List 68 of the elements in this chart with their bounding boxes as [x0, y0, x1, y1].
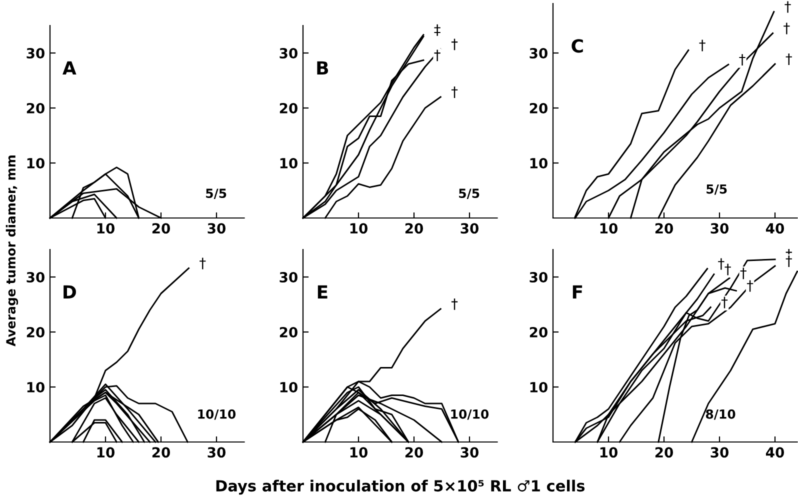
y-tick-label: 30 — [280, 48, 298, 58]
annotation: † — [451, 38, 458, 50]
text: F — [572, 285, 582, 298]
annotation: † — [784, 1, 791, 13]
y-tick-label: 10 — [280, 382, 298, 392]
text: A — [62, 61, 76, 74]
y-tick-label: 30 — [280, 272, 298, 282]
annotation: ‡ — [434, 24, 440, 36]
x-tick-label: 10 — [97, 447, 114, 458]
x-tick-label: 30 — [208, 223, 226, 234]
y-tick-label: 30 — [530, 48, 548, 58]
x-tick-label: 10 — [600, 223, 618, 234]
x-tick-label: 30 — [710, 223, 728, 234]
annotation: † — [699, 40, 706, 52]
annotation: 10/10 — [198, 409, 236, 420]
annotation: 5/5 — [206, 188, 226, 200]
y-axis-title: Average tumor diamer, mm — [6, 156, 18, 346]
annotation: † — [451, 86, 458, 98]
x-tick-label: 10 — [350, 223, 368, 234]
y-tick-label: 10 — [530, 382, 548, 392]
annotation: † — [200, 258, 206, 270]
text: D — [64, 285, 76, 298]
x-tick-label: 20 — [405, 447, 423, 458]
x-tick-label: 20 — [655, 447, 673, 458]
annotation: 5/5 — [459, 188, 480, 200]
y-tick-label: 20 — [26, 326, 44, 338]
y-tick-label: 20 — [280, 326, 298, 338]
annotation: 10/10 — [451, 409, 489, 420]
text: E — [318, 285, 328, 298]
annotation: † — [724, 264, 731, 276]
x-tick-label: 10 — [600, 447, 618, 458]
y-tick-label: 30 — [26, 48, 44, 58]
x-tick-label: 40 — [766, 223, 784, 234]
text: C — [572, 39, 583, 53]
annotation: † — [739, 54, 746, 66]
annotation: † — [786, 54, 792, 66]
y-tick-label: 10 — [530, 158, 548, 168]
annotation: † — [721, 296, 728, 308]
x-tick-label: 40 — [766, 447, 784, 458]
x-tick-label: 30 — [460, 447, 478, 458]
annotation: 5/5 — [706, 184, 727, 195]
x-tick-label: 10 — [350, 447, 368, 458]
y-tick-label: 20 — [26, 102, 44, 114]
y-tick-label: 10 — [27, 158, 44, 168]
annotation: † — [718, 258, 724, 270]
text: B — [317, 61, 328, 74]
x-tick-label: 30 — [460, 223, 478, 234]
x-tick-label: 20 — [405, 223, 423, 234]
x-tick-label: 20 — [152, 223, 170, 234]
annotation: 8/10 — [706, 409, 736, 420]
y-tick-label: 20 — [280, 102, 298, 114]
x-tick-label: 30 — [710, 447, 728, 458]
annotation: † — [434, 50, 440, 62]
x-tick-label: 20 — [655, 223, 673, 234]
y-tick-label: 10 — [27, 382, 44, 392]
y-tick-label: 10 — [280, 158, 298, 168]
y-tick-label: 20 — [530, 326, 548, 338]
y-tick-label: 30 — [530, 272, 548, 282]
annotation: † — [740, 268, 746, 280]
x-tick-label: 20 — [152, 447, 170, 458]
x-tick-label: 10 — [97, 223, 114, 234]
annotation: † — [451, 298, 458, 310]
x-axis-title: Days after inoculation of 5×10⁵ RL ♂1 cells — [216, 480, 585, 495]
annotation: † — [746, 280, 754, 292]
y-tick-label: 30 — [26, 272, 44, 282]
annotation: † — [784, 22, 790, 34]
y-tick-label: 20 — [530, 102, 548, 114]
x-tick-label: 30 — [208, 447, 226, 458]
